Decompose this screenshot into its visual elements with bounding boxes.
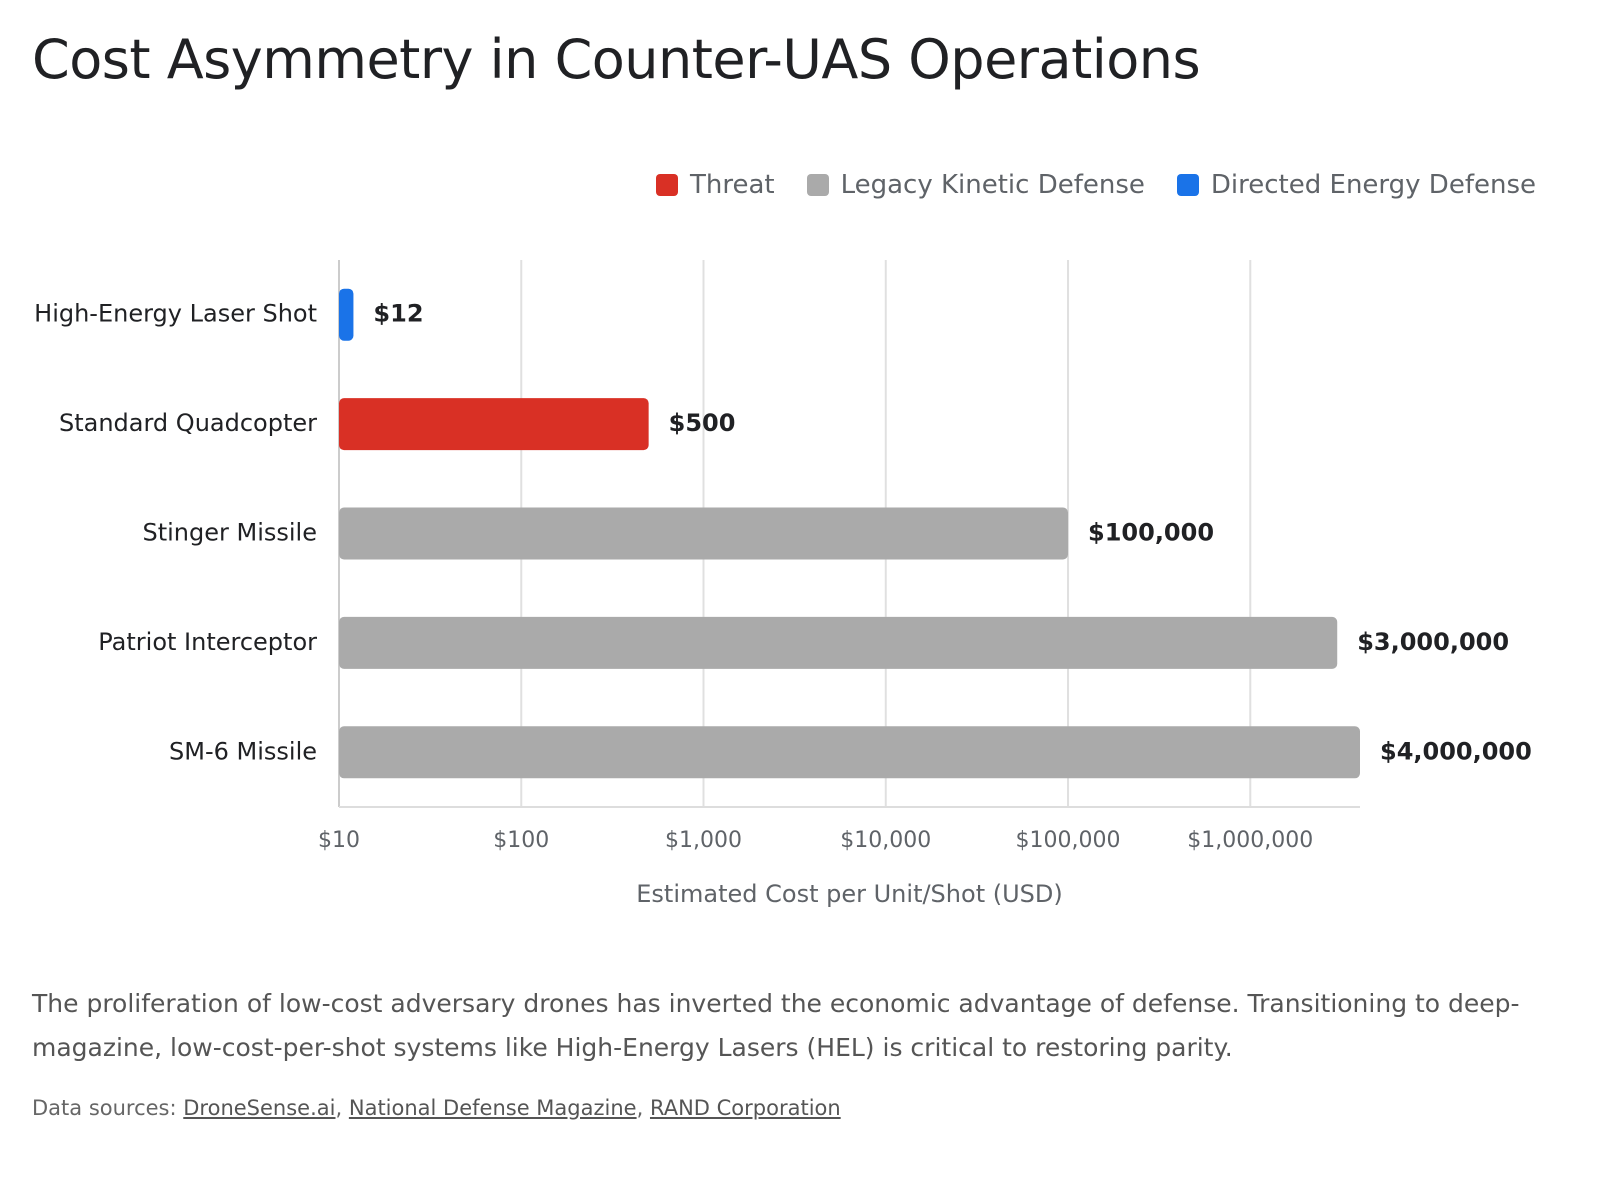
legend-item: Legacy Kinetic Defense bbox=[806, 170, 1145, 200]
legend-swatch bbox=[806, 174, 829, 196]
y-tick-label: Standard Quadcopter bbox=[59, 409, 317, 437]
legend-swatch bbox=[1176, 174, 1199, 196]
value-label: $3,000,000 bbox=[1357, 628, 1509, 656]
legend-label: Threat bbox=[689, 170, 775, 200]
y-tick-label: Stinger Missile bbox=[142, 519, 317, 547]
bar bbox=[339, 288, 354, 341]
y-tick-label: Patriot Interceptor bbox=[98, 628, 317, 656]
legend-label: Directed Energy Defense bbox=[1210, 170, 1536, 200]
x-tick-label: $100 bbox=[493, 828, 549, 853]
value-label: $500 bbox=[669, 409, 736, 437]
x-tick-label: $10,000 bbox=[840, 828, 931, 853]
x-tick-label: $100,000 bbox=[1016, 828, 1121, 853]
bar bbox=[339, 398, 649, 451]
legend: Threat Legacy Kinetic Defense Directed Ene… bbox=[655, 170, 1536, 200]
value-label: $12 bbox=[373, 300, 423, 328]
y-tick-label: SM-6 Missile bbox=[169, 737, 317, 765]
description: The proliferation of low-cost adversary … bbox=[32, 989, 1520, 1062]
x-tick-label: $10 bbox=[318, 828, 360, 853]
legend-swatch bbox=[655, 174, 678, 196]
chart-title: Cost Asymmetry in Counter-UAS Operations bbox=[32, 28, 1201, 91]
legend-item: Directed Energy Defense bbox=[1176, 170, 1536, 200]
legend-item: Threat bbox=[655, 170, 775, 200]
separator: , bbox=[636, 1096, 644, 1120]
bar bbox=[339, 616, 1338, 669]
source-link[interactable]: RAND Corporation bbox=[649, 1096, 841, 1120]
x-tick-label: $1,000,000 bbox=[1187, 828, 1313, 853]
x-tick-label: $1,000 bbox=[665, 828, 742, 853]
value-label: $4,000,000 bbox=[1380, 737, 1532, 765]
y-tick-label: High-Energy Laser Shot bbox=[34, 300, 317, 328]
separator: , bbox=[335, 1096, 343, 1120]
sources-label: Data sources: bbox=[32, 1096, 177, 1120]
source-link[interactable]: DroneSense.ai bbox=[183, 1096, 336, 1120]
source-link[interactable]: National Defense Magazine bbox=[348, 1096, 637, 1120]
chart: $10 $100 $1,000 $10,000 $100,000 $1,000,000 Es… bbox=[34, 260, 1532, 908]
bar bbox=[339, 507, 1069, 560]
sources: Data sources: DroneSense.ai, National De… bbox=[32, 1096, 841, 1120]
bar bbox=[339, 726, 1360, 779]
value-label: $100,000 bbox=[1088, 519, 1214, 547]
legend-label: Legacy Kinetic Defense bbox=[840, 170, 1145, 200]
x-axis-title: Estimated Cost per Unit/Shot (USD) bbox=[636, 880, 1062, 908]
